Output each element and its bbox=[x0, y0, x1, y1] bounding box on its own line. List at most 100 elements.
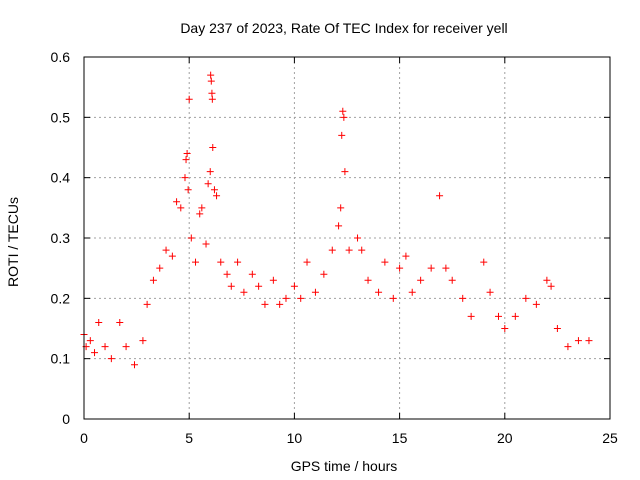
data-point bbox=[181, 174, 189, 182]
chart-title: Day 237 of 2023, Rate Of TEC Index for r… bbox=[180, 20, 507, 36]
data-point bbox=[101, 343, 109, 351]
y-tick-label: 0.4 bbox=[51, 170, 71, 186]
data-point bbox=[340, 113, 348, 121]
data-point bbox=[196, 210, 204, 218]
data-point bbox=[184, 186, 192, 194]
y-tick-label: 0.2 bbox=[51, 290, 71, 306]
data-point bbox=[345, 246, 353, 254]
data-point bbox=[198, 204, 206, 212]
data-point bbox=[173, 198, 181, 206]
data-point bbox=[543, 276, 551, 284]
y-tick-label: 0.3 bbox=[51, 230, 71, 246]
data-point bbox=[335, 222, 343, 230]
data-point bbox=[209, 144, 217, 151]
data-point bbox=[227, 282, 235, 290]
data-point bbox=[375, 288, 383, 296]
data-point bbox=[139, 337, 147, 345]
data-point bbox=[116, 318, 124, 326]
data-point bbox=[354, 234, 362, 242]
data-point bbox=[122, 343, 130, 351]
data-point bbox=[585, 337, 593, 345]
y-tick-label: 0 bbox=[62, 411, 70, 427]
data-point bbox=[501, 325, 509, 332]
data-point bbox=[208, 95, 216, 103]
data-point bbox=[522, 294, 530, 302]
data-point bbox=[494, 312, 502, 320]
data-point bbox=[337, 204, 345, 212]
axis-ticks: 0 5 10 15 20 25 0 0.1 0.2 0.3 0.4 0.5 0.6 bbox=[51, 49, 618, 446]
data-point bbox=[143, 300, 151, 308]
data-point bbox=[459, 294, 467, 302]
data-point bbox=[182, 156, 190, 164]
data-point bbox=[240, 288, 248, 296]
data-point bbox=[156, 264, 164, 272]
data-point bbox=[448, 276, 456, 284]
data-point bbox=[168, 252, 176, 260]
data-point bbox=[396, 264, 404, 272]
data-point bbox=[183, 150, 191, 158]
data-point bbox=[480, 258, 488, 266]
data-point bbox=[282, 294, 290, 302]
data-point bbox=[303, 258, 311, 266]
data-point bbox=[217, 258, 225, 266]
data-point bbox=[207, 71, 215, 79]
data-point bbox=[311, 288, 319, 296]
y-axis-title: ROTI / TECUs bbox=[5, 197, 21, 287]
data-point bbox=[553, 325, 561, 332]
data-point bbox=[574, 337, 582, 345]
data-point bbox=[402, 252, 410, 260]
x-axis-title: GPS time / hours bbox=[291, 458, 398, 474]
grid bbox=[84, 57, 610, 419]
data-point bbox=[162, 246, 170, 254]
data-point bbox=[364, 276, 372, 284]
y-tick-label: 0.5 bbox=[51, 109, 71, 125]
x-tick-label: 10 bbox=[287, 430, 303, 446]
data-point bbox=[255, 282, 263, 290]
data-point bbox=[290, 282, 298, 290]
data-point bbox=[261, 300, 269, 308]
y-tick-label: 0.1 bbox=[51, 351, 71, 367]
x-tick-label: 0 bbox=[80, 430, 88, 446]
data-point bbox=[192, 258, 200, 266]
data-point bbox=[338, 131, 346, 139]
data-point bbox=[511, 312, 519, 320]
x-tick-label: 20 bbox=[497, 430, 513, 446]
data-point bbox=[417, 276, 425, 284]
data-point bbox=[467, 312, 475, 320]
data-point bbox=[177, 204, 185, 212]
data-point bbox=[187, 234, 195, 242]
x-tick-label: 15 bbox=[392, 430, 408, 446]
data-point bbox=[130, 361, 138, 369]
data-point bbox=[202, 240, 210, 248]
data-point bbox=[381, 258, 389, 266]
data-point bbox=[91, 349, 99, 357]
data-point bbox=[86, 337, 94, 345]
data-point bbox=[95, 318, 103, 326]
data-point bbox=[358, 246, 366, 254]
plot-frame bbox=[83, 56, 611, 420]
data-point bbox=[208, 89, 216, 97]
data-point bbox=[389, 294, 397, 302]
data-point bbox=[564, 343, 572, 351]
data-point bbox=[436, 192, 444, 200]
x-tick-label: 5 bbox=[185, 430, 193, 446]
data-point bbox=[107, 355, 115, 363]
data-point bbox=[408, 288, 416, 296]
data-point bbox=[234, 258, 242, 266]
data-point bbox=[204, 180, 212, 188]
data-point bbox=[297, 294, 305, 302]
data-point bbox=[206, 168, 214, 176]
x-tick-label: 25 bbox=[602, 430, 618, 446]
data-point bbox=[185, 95, 193, 103]
data-point bbox=[547, 282, 555, 290]
data-point bbox=[210, 186, 218, 194]
y-tick-label: 0.6 bbox=[51, 49, 71, 65]
data-point bbox=[207, 77, 215, 85]
data-point bbox=[427, 264, 435, 272]
data-point bbox=[276, 300, 284, 308]
data-point bbox=[269, 276, 277, 284]
data-point bbox=[149, 276, 157, 284]
data-point bbox=[486, 288, 494, 296]
data-points bbox=[80, 71, 593, 369]
